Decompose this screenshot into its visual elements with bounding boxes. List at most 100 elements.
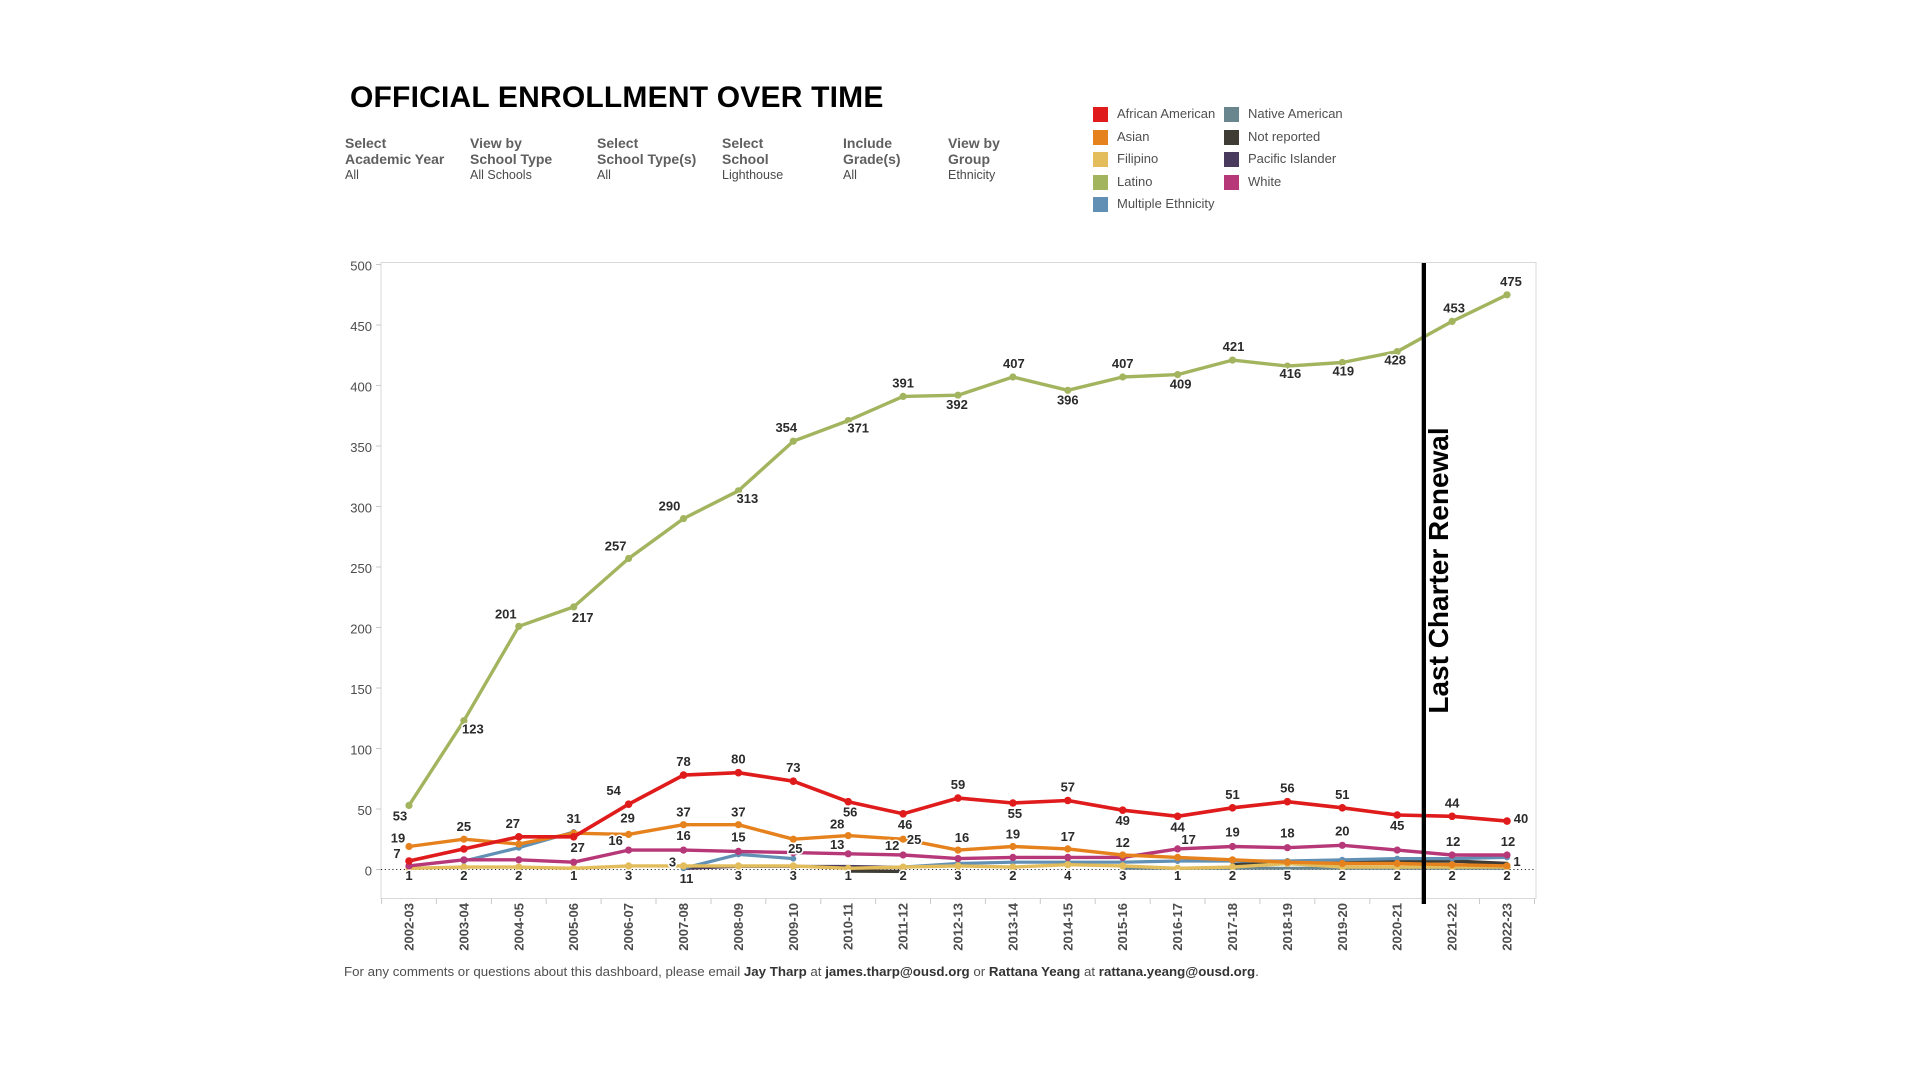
svg-text:73: 73 [786, 760, 800, 775]
svg-text:16: 16 [608, 833, 622, 848]
svg-text:3: 3 [954, 868, 961, 883]
svg-text:25: 25 [907, 832, 921, 847]
svg-text:2: 2 [1009, 868, 1016, 883]
svg-text:300: 300 [350, 501, 372, 516]
svg-text:0: 0 [365, 864, 372, 879]
svg-text:2002-03: 2002-03 [402, 903, 417, 951]
svg-text:59: 59 [951, 777, 965, 792]
svg-text:2: 2 [899, 868, 906, 883]
svg-text:54: 54 [606, 783, 621, 798]
svg-text:44: 44 [1445, 795, 1460, 810]
svg-text:290: 290 [659, 499, 681, 514]
svg-text:350: 350 [350, 440, 372, 455]
svg-text:11: 11 [680, 871, 694, 886]
svg-text:2004-05: 2004-05 [511, 903, 526, 951]
svg-text:2: 2 [515, 868, 522, 883]
svg-text:2010-11: 2010-11 [841, 903, 856, 950]
svg-text:2005-06: 2005-06 [566, 903, 581, 951]
svg-text:391: 391 [892, 375, 914, 390]
svg-text:416: 416 [1280, 366, 1302, 381]
svg-text:217: 217 [572, 610, 594, 625]
svg-text:421: 421 [1223, 339, 1245, 354]
svg-text:16: 16 [676, 828, 690, 843]
svg-text:3: 3 [790, 868, 797, 883]
svg-text:17: 17 [1061, 829, 1075, 844]
svg-text:2020-21: 2020-21 [1390, 903, 1405, 951]
svg-text:4: 4 [1064, 868, 1072, 883]
svg-text:400: 400 [350, 380, 372, 395]
svg-text:2014-15: 2014-15 [1060, 903, 1075, 951]
svg-text:2012-13: 2012-13 [951, 903, 966, 951]
svg-text:3: 3 [735, 868, 742, 883]
svg-text:17: 17 [1181, 832, 1195, 847]
svg-text:16: 16 [955, 830, 969, 845]
svg-text:57: 57 [1061, 780, 1075, 795]
svg-text:419: 419 [1332, 364, 1354, 379]
svg-text:1: 1 [845, 868, 852, 883]
svg-text:2006-07: 2006-07 [621, 903, 636, 951]
svg-text:123: 123 [462, 722, 484, 737]
svg-text:2018-19: 2018-19 [1280, 903, 1295, 951]
svg-text:100: 100 [350, 743, 372, 758]
svg-text:20: 20 [1335, 823, 1349, 838]
svg-text:371: 371 [847, 421, 869, 436]
svg-text:409: 409 [1170, 377, 1192, 392]
svg-text:2019-20: 2019-20 [1335, 903, 1350, 951]
svg-text:2009-10: 2009-10 [786, 903, 801, 951]
svg-text:2015-16: 2015-16 [1115, 903, 1130, 951]
svg-text:7: 7 [393, 846, 400, 861]
svg-text:49: 49 [1115, 813, 1129, 828]
svg-text:12: 12 [1446, 834, 1460, 849]
svg-text:40: 40 [1514, 811, 1528, 826]
svg-text:19: 19 [1006, 827, 1020, 842]
svg-text:78: 78 [676, 754, 690, 769]
svg-text:3: 3 [625, 868, 632, 883]
svg-text:Last Charter Renewal: Last Charter Renewal [1423, 427, 1454, 713]
svg-text:12: 12 [1501, 834, 1515, 849]
svg-text:50: 50 [358, 803, 372, 818]
svg-text:1: 1 [405, 868, 412, 883]
svg-text:1: 1 [1513, 854, 1520, 869]
svg-text:29: 29 [620, 810, 634, 825]
svg-text:2: 2 [1339, 868, 1346, 883]
svg-text:51: 51 [1335, 787, 1349, 802]
svg-text:28: 28 [830, 817, 844, 832]
svg-text:1: 1 [1174, 868, 1181, 883]
svg-text:2016-17: 2016-17 [1170, 903, 1185, 951]
svg-text:2: 2 [1448, 868, 1455, 883]
svg-text:2021-22: 2021-22 [1445, 903, 1460, 951]
svg-text:407: 407 [1112, 356, 1134, 371]
svg-text:37: 37 [676, 805, 690, 820]
svg-text:450: 450 [350, 319, 372, 334]
svg-text:250: 250 [350, 561, 372, 576]
svg-text:37: 37 [731, 805, 745, 820]
svg-text:56: 56 [1280, 781, 1294, 796]
svg-text:25: 25 [457, 819, 471, 834]
svg-text:396: 396 [1057, 392, 1079, 407]
svg-text:2: 2 [1503, 868, 1510, 883]
svg-text:392: 392 [946, 397, 968, 412]
svg-text:55: 55 [1008, 806, 1022, 821]
svg-text:2: 2 [460, 868, 467, 883]
svg-text:15: 15 [731, 829, 745, 844]
svg-text:200: 200 [350, 622, 372, 637]
svg-text:150: 150 [350, 682, 372, 697]
svg-text:2011-12: 2011-12 [896, 903, 911, 950]
svg-text:25: 25 [788, 841, 802, 856]
svg-text:2007-08: 2007-08 [676, 903, 691, 951]
svg-text:354: 354 [775, 420, 797, 435]
svg-text:19: 19 [1225, 825, 1239, 840]
svg-text:51: 51 [1225, 787, 1239, 802]
svg-text:46: 46 [898, 817, 912, 832]
svg-text:428: 428 [1384, 353, 1406, 368]
svg-text:44: 44 [1170, 819, 1185, 834]
svg-text:27: 27 [570, 840, 584, 855]
svg-text:313: 313 [737, 491, 759, 506]
svg-text:13: 13 [830, 837, 844, 852]
svg-text:3: 3 [1119, 868, 1126, 883]
svg-text:500: 500 [350, 259, 372, 274]
svg-text:2013-14: 2013-14 [1005, 902, 1020, 950]
svg-text:18: 18 [1280, 826, 1294, 841]
svg-text:201: 201 [495, 606, 517, 621]
svg-text:1: 1 [570, 868, 577, 883]
